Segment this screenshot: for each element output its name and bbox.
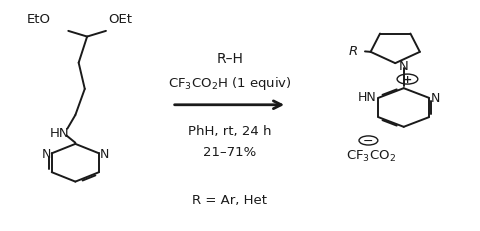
Text: CF$_3$CO$_2$H (1 equiv): CF$_3$CO$_2$H (1 equiv) [168, 74, 291, 91]
Text: EtO: EtO [26, 12, 50, 25]
Text: OEt: OEt [108, 12, 132, 25]
Text: R = Ar, Het: R = Ar, Het [192, 193, 267, 206]
Text: N: N [431, 92, 440, 105]
Text: R–H: R–H [216, 52, 243, 66]
Text: N: N [100, 147, 109, 160]
Text: N: N [41, 147, 51, 160]
Text: 21–71%: 21–71% [203, 145, 256, 158]
Text: PhH, rt, 24 h: PhH, rt, 24 h [188, 125, 271, 138]
Text: N: N [399, 60, 408, 73]
Text: CF$_3$CO$_2$: CF$_3$CO$_2$ [346, 148, 396, 163]
Text: +: + [403, 74, 412, 84]
Text: HN: HN [358, 91, 377, 104]
Text: R: R [348, 45, 358, 58]
Text: −: − [363, 134, 373, 147]
Text: HN: HN [49, 126, 69, 139]
